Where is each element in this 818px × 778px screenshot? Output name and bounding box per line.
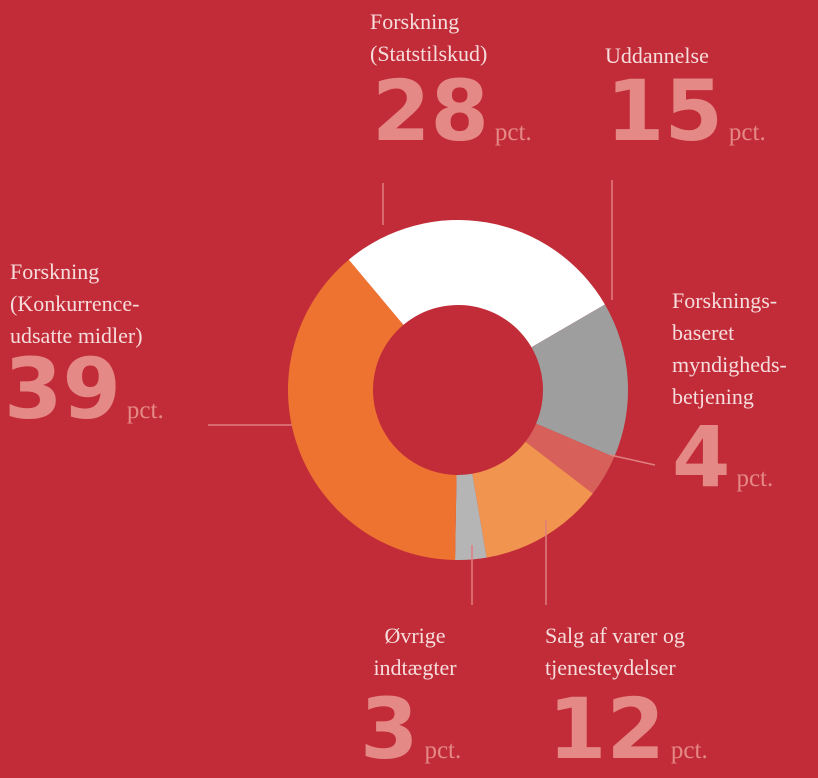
value-label-group: 28 pct.: [372, 62, 532, 160]
unit-label: pct.: [670, 737, 708, 764]
value-label: 4: [672, 408, 731, 506]
leader-line: [609, 454, 656, 466]
unit-label: pct.: [126, 397, 164, 424]
donut-slice: [287, 259, 457, 560]
donut-slice: [455, 473, 487, 560]
donut-slice: [525, 423, 615, 494]
slice-label: Forskning (Statstilskud): [370, 9, 488, 66]
value-label: 15: [606, 62, 723, 160]
slice-label: Uddannelse: [605, 43, 709, 68]
value-label-group: 3 pct.: [360, 680, 461, 778]
unit-label: pct.: [424, 737, 462, 764]
unit-label: pct.: [494, 119, 532, 146]
donut-slice: [531, 304, 628, 458]
value-label-group: 12 pct.: [548, 680, 708, 778]
value-label: 3: [360, 680, 419, 778]
value-label-group: 4 pct.: [672, 408, 773, 506]
slice-label: Øvrige indtægter: [373, 623, 457, 680]
value-label: 12: [548, 680, 665, 778]
value-label-group: 39 pct.: [4, 340, 164, 438]
donut-slice: [472, 441, 593, 558]
donut-slice: [348, 220, 605, 348]
slice-label: Forskning (Konkurrence- udsatte midler): [10, 259, 143, 348]
slice-label: Salg af varer og tjenesteydelser: [545, 623, 685, 680]
unit-label: pct.: [736, 465, 774, 492]
value-label-group: 15 pct.: [606, 62, 766, 160]
value-label: 39: [4, 340, 121, 438]
slice-label: Forsknings- baseret myndigheds- betjenin…: [672, 288, 787, 409]
unit-label: pct.: [728, 119, 766, 146]
value-label: 28: [372, 62, 489, 160]
